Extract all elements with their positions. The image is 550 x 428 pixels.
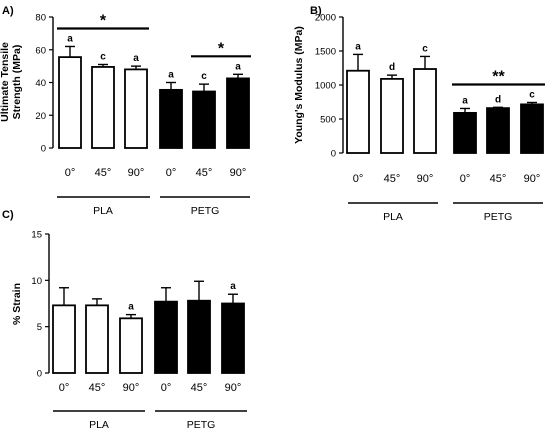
category-label: 45° <box>384 173 401 185</box>
bar-pla-2 <box>413 68 437 154</box>
group-label-petg: PETG <box>187 419 216 428</box>
significance-letter: a <box>133 53 139 64</box>
group-label-petg: PETG <box>191 205 220 217</box>
bar-petg-1 <box>192 90 216 149</box>
significance-marker: ** <box>492 68 505 85</box>
bar-petg-0 <box>453 111 477 154</box>
y-axis-label: Ultimate TensileStrength (MPa) <box>0 42 23 122</box>
bar-petg-1 <box>187 299 211 374</box>
y-tick-label: 500 <box>320 115 336 126</box>
y-tick-label: 2000 <box>315 13 336 24</box>
y-axis-label: Young's Modulus (MPa) <box>293 26 305 144</box>
chart-panel-c: C) % Strain 0 5 10 15 0° 45° a 90° 0° 45° a 90° PLA PET… <box>2 209 247 428</box>
y-tick-label: 1000 <box>315 81 336 92</box>
y-tick-label: 0 <box>37 369 42 380</box>
y-tick-label: 5 <box>37 322 42 333</box>
significance-letter: d <box>495 94 501 105</box>
category-label: 0° <box>353 173 364 185</box>
bar-pla-0 <box>346 69 370 154</box>
significance-letter: a <box>67 33 73 44</box>
group-label-pla: PLA <box>383 211 403 223</box>
category-label: 45° <box>490 173 507 185</box>
bar-petg-0 <box>154 300 178 374</box>
bar-petg-2 <box>520 103 544 154</box>
category-label: 45° <box>95 167 112 179</box>
category-label: 45° <box>191 382 208 394</box>
category-label: 90° <box>417 173 434 185</box>
significance-letter: a <box>235 61 241 72</box>
bar-petg-2 <box>226 77 250 149</box>
y-tick-label: 0 <box>41 144 46 155</box>
category-label: 45° <box>89 382 106 394</box>
y-axis-label-line: Young's Modulus (MPa) <box>293 26 305 144</box>
group-label-pla: PLA <box>93 205 113 217</box>
significance-letter: a <box>355 41 361 52</box>
bar-pla-1 <box>380 77 404 154</box>
y-tick-label: 10 <box>31 276 42 287</box>
bar-petg-1 <box>486 107 510 154</box>
category-label: 90° <box>123 382 140 394</box>
significance-letter: c <box>422 43 428 54</box>
category-label: 0° <box>161 382 172 394</box>
category-label: 0° <box>460 173 471 185</box>
panel-label: C) <box>2 209 14 221</box>
chart-panel-a: A) Ultimate TensileStrength (MPa) 0 20 40 60 8… <box>0 5 251 217</box>
significance-letter: a <box>128 302 134 313</box>
category-label: 45° <box>196 167 213 179</box>
y-tick-label: 40 <box>35 78 46 89</box>
significance-letter: c <box>201 71 207 82</box>
y-axis-label-line: Strength (MPa) <box>11 45 23 120</box>
significance-marker: * <box>100 12 107 29</box>
category-label: 0° <box>59 382 70 394</box>
y-axis-label: % Strain <box>11 283 23 325</box>
y-tick-label: 80 <box>35 13 46 24</box>
bar-petg-2 <box>221 302 245 374</box>
bar-pla-2 <box>124 68 148 149</box>
category-label: 0° <box>65 167 76 179</box>
significance-letter: d <box>389 62 395 73</box>
significance-letter: c <box>529 89 535 100</box>
significance-letter: a <box>168 70 174 81</box>
bar-pla-1 <box>85 304 109 374</box>
panel-label: A) <box>2 5 14 17</box>
y-tick-label: 0 <box>331 149 336 160</box>
significance-letter: a <box>462 95 468 106</box>
y-tick-label: 60 <box>35 45 46 56</box>
bar-petg-0 <box>159 88 183 149</box>
bar-pla-2 <box>119 317 143 374</box>
y-axis-label-line: % Strain <box>11 283 23 325</box>
y-tick-label: 15 <box>31 230 42 241</box>
panel-label: B) <box>310 5 322 17</box>
category-label: 90° <box>230 167 247 179</box>
group-label-petg: PETG <box>484 211 513 223</box>
bar-pla-0 <box>52 304 76 374</box>
y-tick-label: 1500 <box>315 47 336 58</box>
category-label: 0° <box>166 167 177 179</box>
y-tick-label: 20 <box>35 111 46 122</box>
category-label: 90° <box>128 167 145 179</box>
significance-marker: * <box>218 40 225 57</box>
y-axis-label-line: Ultimate Tensile <box>0 42 11 122</box>
bar-pla-0 <box>58 56 82 149</box>
bar-pla-1 <box>91 66 115 149</box>
category-label: 90° <box>524 173 541 185</box>
significance-letter: a <box>230 281 236 292</box>
group-label-pla: PLA <box>89 419 109 428</box>
significance-letter: c <box>100 51 106 62</box>
chart-panel-b: B) Young's Modulus (MPa) 0 500 1000 1500 2000 a… <box>293 5 545 223</box>
category-label: 90° <box>225 382 242 394</box>
